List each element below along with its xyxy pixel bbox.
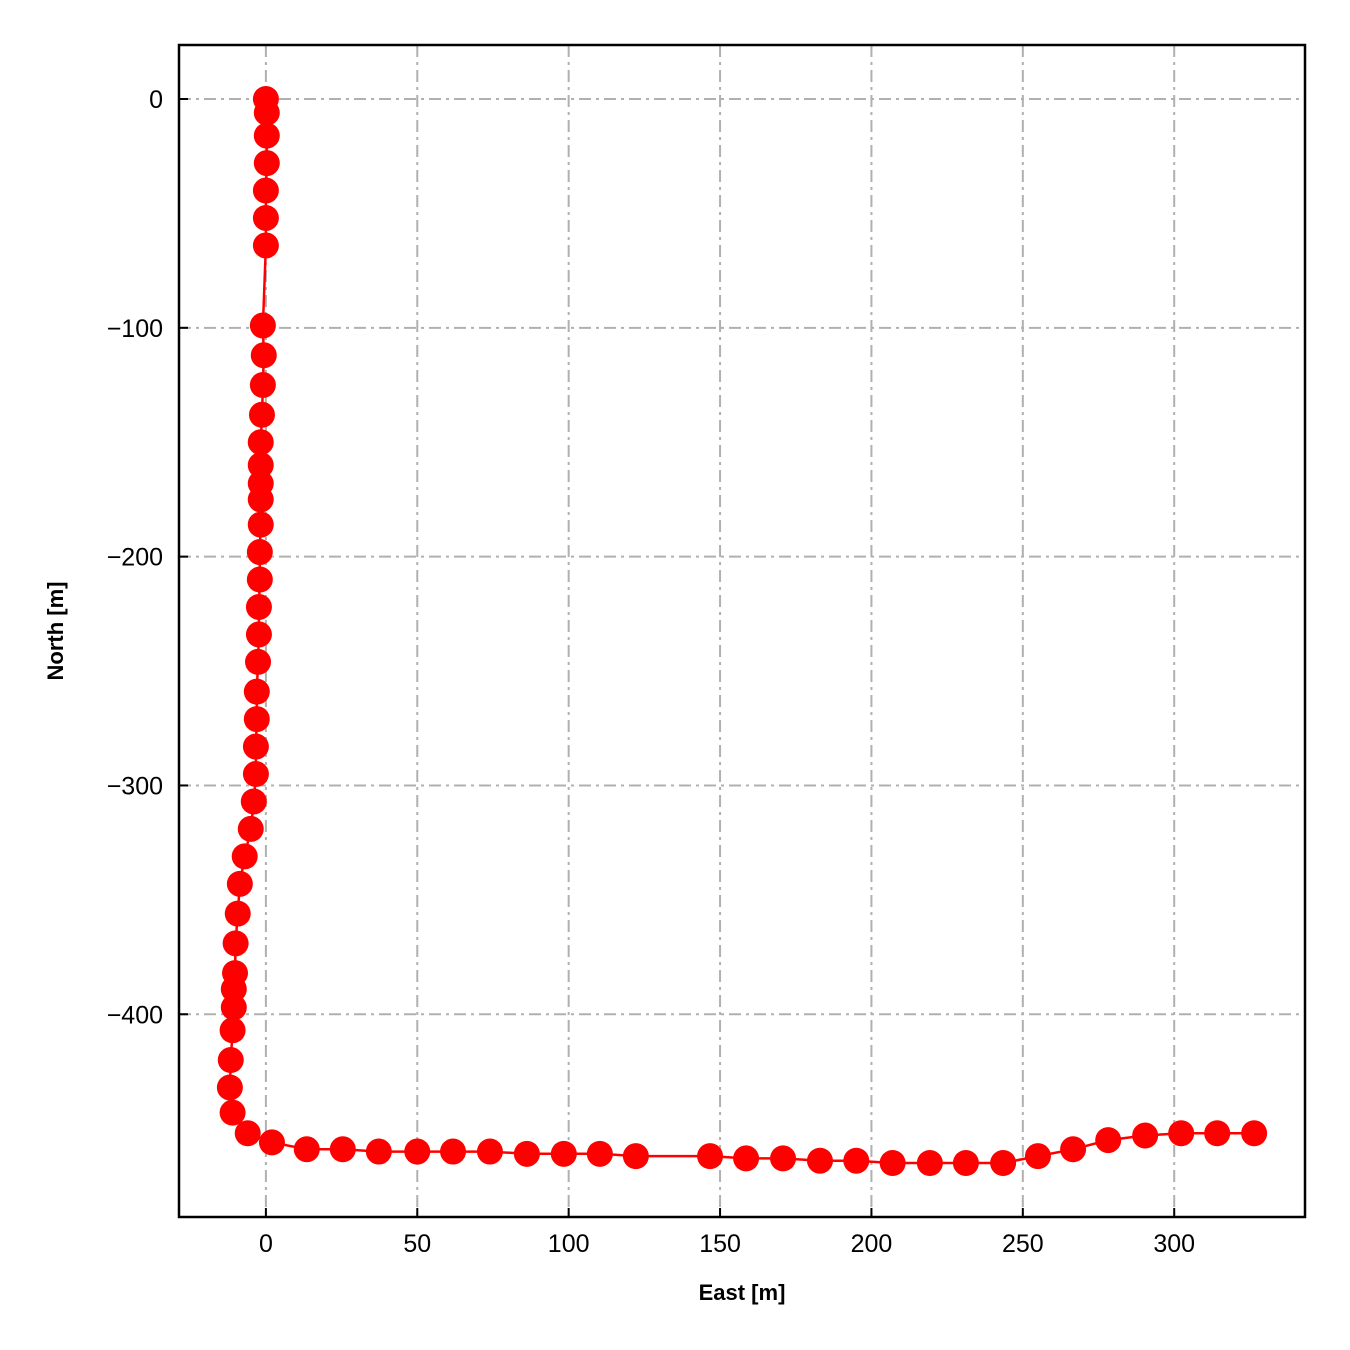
- data-point: [513, 1140, 540, 1167]
- data-point: [249, 312, 276, 339]
- plot-frame: [177, 43, 1307, 1219]
- data-point: [770, 1145, 797, 1172]
- y-tick-label: 0: [149, 86, 163, 114]
- data-point: [245, 593, 272, 620]
- data-point: [1060, 1136, 1087, 1163]
- grid: [179, 45, 1305, 1217]
- data-point: [242, 733, 269, 760]
- data-point: [365, 1138, 392, 1165]
- data-point: [247, 452, 274, 479]
- data-point: [245, 621, 272, 648]
- data-point: [252, 177, 279, 204]
- data-point: [237, 815, 264, 842]
- x-tick-label: 100: [548, 1230, 590, 1258]
- x-tick-label: 250: [1002, 1230, 1044, 1258]
- data-point: [879, 1149, 906, 1176]
- ticks: 0 50 100 150 200 250 300 0 −100 −200 −300 −400: [107, 86, 1195, 1258]
- data-point: [586, 1140, 613, 1167]
- data-point: [404, 1138, 431, 1165]
- data-point: [990, 1149, 1017, 1176]
- y-tick-label: −400: [107, 1001, 163, 1029]
- data-point: [247, 429, 274, 456]
- data-point: [234, 1120, 261, 1147]
- data-point: [249, 372, 276, 399]
- data-point: [247, 486, 274, 513]
- data-point: [248, 401, 275, 428]
- y-tick-label: −200: [107, 544, 163, 572]
- x-tick-label: 300: [1153, 1230, 1195, 1258]
- data-point: [220, 994, 247, 1021]
- data-point: [258, 1129, 285, 1156]
- series-line: [228, 98, 1255, 1165]
- data-point: [253, 122, 280, 149]
- x-tick-label: 200: [851, 1230, 893, 1258]
- y-axis-label: North [m]: [43, 582, 68, 681]
- data-point: [240, 788, 267, 815]
- x-axis-label: East [m]: [699, 1280, 786, 1305]
- data-point: [843, 1147, 870, 1174]
- data-point: [1241, 1120, 1268, 1147]
- data-point: [246, 539, 273, 566]
- data-point: [216, 1074, 243, 1101]
- data-point: [243, 706, 270, 733]
- y-tick-label: −100: [107, 315, 163, 343]
- data-point: [224, 900, 251, 927]
- data-point: [1095, 1127, 1122, 1154]
- data-point: [476, 1138, 503, 1165]
- data-point: [952, 1149, 979, 1176]
- data-point: [226, 870, 253, 897]
- x-tick-label: 0: [259, 1230, 273, 1258]
- data-point: [1204, 1120, 1231, 1147]
- data-point: [916, 1149, 943, 1176]
- x-tick-label: 50: [403, 1230, 431, 1258]
- y-tick-label: −300: [107, 772, 163, 800]
- data-point: [697, 1143, 724, 1170]
- data-point: [220, 976, 247, 1003]
- data-point: [550, 1140, 577, 1167]
- data-point: [247, 511, 274, 538]
- data-point: [219, 1017, 246, 1044]
- data-point: [243, 678, 270, 705]
- data-point: [245, 648, 272, 675]
- series-trajectory: [216, 86, 1268, 1176]
- data-point: [1168, 1120, 1195, 1147]
- data-point: [1132, 1122, 1159, 1149]
- data-point: [329, 1136, 356, 1163]
- data-point: [242, 761, 269, 788]
- data-point: [252, 204, 279, 231]
- data-point: [806, 1147, 833, 1174]
- data-point: [440, 1138, 467, 1165]
- data-point: [219, 1099, 246, 1126]
- data-point: [733, 1145, 760, 1172]
- data-point: [222, 930, 249, 957]
- data-point: [246, 566, 273, 593]
- data-point: [293, 1136, 320, 1163]
- data-point: [1024, 1143, 1051, 1170]
- data-point: [622, 1143, 649, 1170]
- data-point: [217, 1047, 244, 1074]
- data-point: [250, 342, 277, 369]
- data-point: [231, 843, 258, 870]
- data-point: [253, 99, 280, 126]
- data-point: [252, 232, 279, 259]
- x-tick-label: 150: [699, 1230, 741, 1258]
- data-point: [253, 150, 280, 177]
